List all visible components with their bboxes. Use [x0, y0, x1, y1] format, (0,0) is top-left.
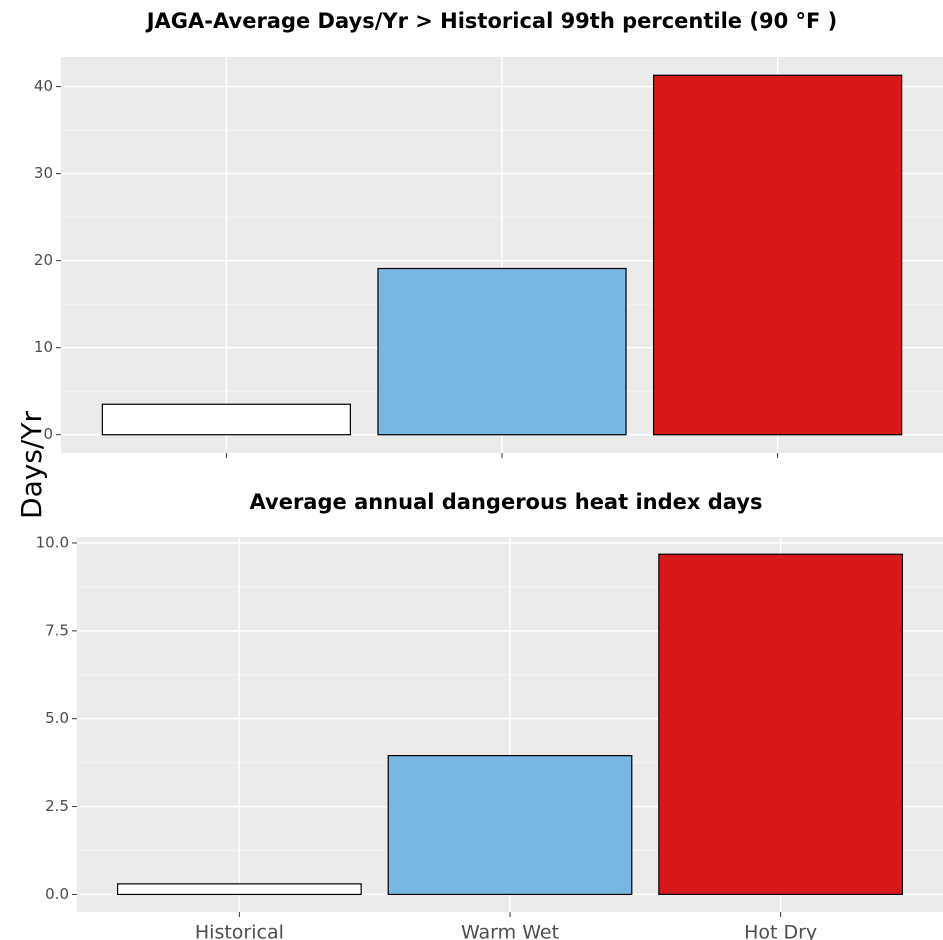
x-tick-label-warm-wet: Warm Wet	[461, 922, 559, 940]
y-tick-label: 10	[34, 338, 53, 356]
y-tick-label: 10.0	[36, 533, 69, 551]
x-tick-label-historical: Historical	[195, 922, 284, 940]
bar-hot-dry	[658, 553, 904, 896]
bar-historical	[116, 883, 362, 896]
y-tick-label: 40	[34, 77, 53, 95]
chart-panel-1: 0 10 20 30 40 JAGA-Average Days/Yr > Historic…	[34, 9, 943, 458]
y-tick-label: 0	[43, 425, 53, 443]
y-tick-label: 20	[34, 251, 53, 269]
x-tick-label-hot-dry: Hot Dry	[744, 922, 817, 940]
y-tick-label: 7.5	[45, 621, 69, 639]
chart-title-1: JAGA-Average Days/Yr > Historical 99th p…	[145, 9, 838, 33]
y-tick-label: 2.5	[45, 797, 69, 815]
panels-layer: 0 10 20 30 40 JAGA-Average Days/Yr > Historic…	[34, 9, 943, 940]
bar-warm-wet	[387, 755, 633, 896]
y-tick-label: 0.0	[45, 885, 69, 903]
chart-panel-2: 0.0 2.5 5.0 7.5 10.0 Historical Warm Wet Hot Dr…	[36, 490, 943, 940]
y-tick-label: 5.0	[45, 709, 69, 727]
y-axis-label: Days/Yr	[15, 411, 48, 519]
bar-historical	[101, 403, 352, 436]
bar-warm-wet	[377, 267, 627, 436]
y-tick-label: 30	[34, 164, 53, 182]
chart-title-2: Average annual dangerous heat index days	[250, 490, 763, 514]
bar-hot-dry	[652, 74, 903, 436]
